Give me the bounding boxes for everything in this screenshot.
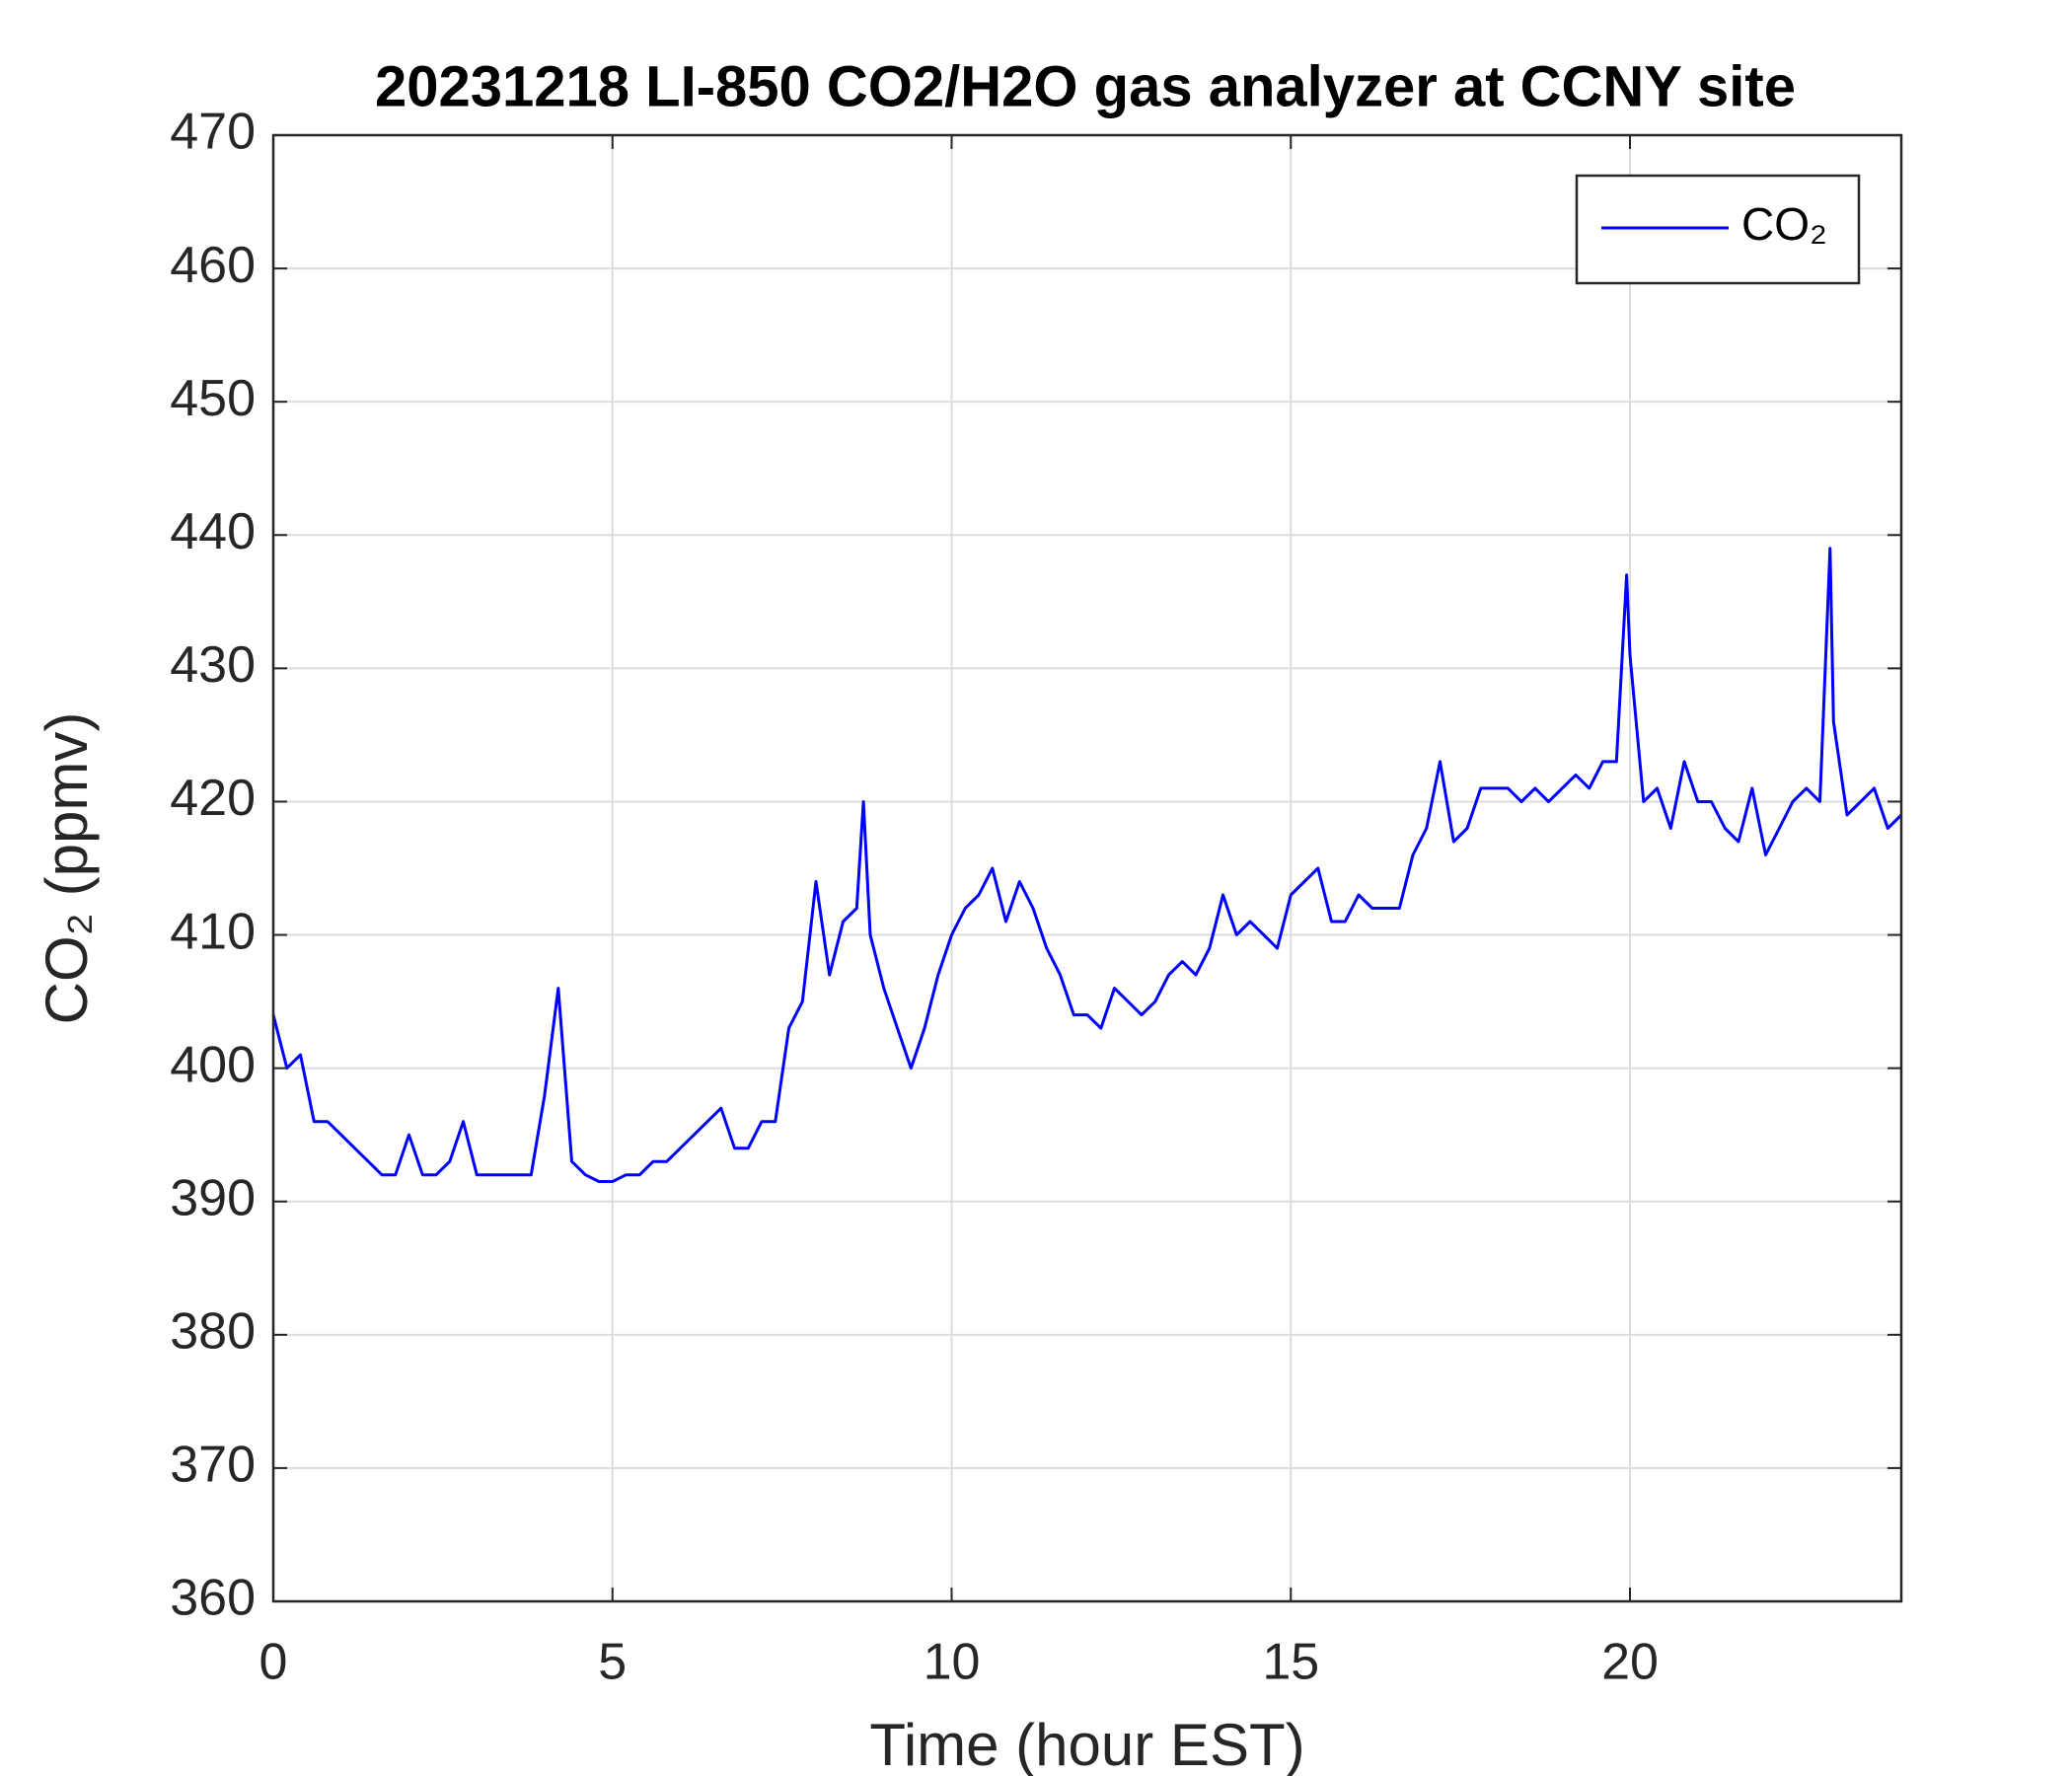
x-tick-label: 20 (1601, 1634, 1659, 1691)
y-tick-label: 410 (170, 903, 256, 960)
legend-label: CO₂ (1741, 198, 1827, 250)
y-tick-label: 470 (170, 104, 256, 161)
x-tick-label: 0 (259, 1634, 288, 1691)
y-tick-label: 460 (170, 237, 256, 294)
x-tick-label: 10 (924, 1634, 981, 1691)
y-tick-label: 390 (170, 1169, 256, 1226)
x-tick-label: 15 (1262, 1634, 1319, 1691)
y-tick-label: 360 (170, 1570, 256, 1627)
data-line (271, 547, 1903, 1183)
y-tick-label: 400 (170, 1036, 256, 1093)
plot-frame (271, 133, 1903, 1603)
y-axis-label: CO₂ (ppmv) (34, 712, 100, 1025)
y-tick-label: 430 (170, 636, 256, 694)
y-tick-label: 380 (170, 1303, 256, 1361)
y-tick-label: 440 (170, 503, 256, 560)
x-tick-label: 5 (598, 1634, 627, 1691)
y-tick-label: 370 (170, 1437, 256, 1494)
chart-title: 20231218 LI-850 CO2/H2O gas analyzer at … (375, 54, 1796, 118)
y-tick-label: 420 (170, 770, 256, 827)
y-tick-label: 450 (170, 370, 256, 427)
x-axis-label: Time (hour EST) (869, 1712, 1304, 1776)
